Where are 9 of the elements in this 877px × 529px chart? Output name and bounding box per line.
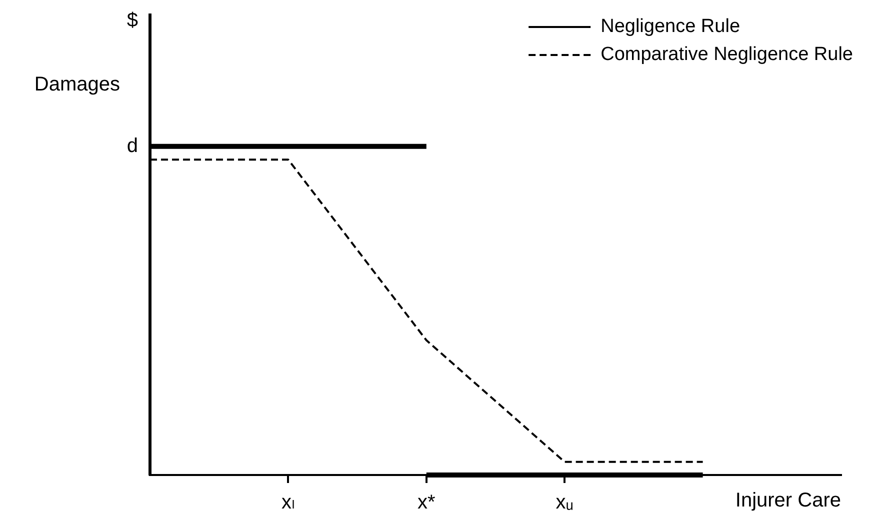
x-tick-label: xₗ	[282, 492, 295, 514]
legend-label: Comparative Negligence Rule	[600, 44, 854, 66]
legend-label: Negligence Rule	[600, 16, 740, 38]
y-axis-title: Damages	[34, 74, 120, 96]
x-tick-label: xᵤ	[556, 492, 574, 514]
x-axis-title: Injurer Care	[735, 490, 841, 512]
x-tick-label: x*	[418, 492, 436, 514]
text: d	[126, 134, 138, 157]
text: $	[126, 10, 138, 32]
